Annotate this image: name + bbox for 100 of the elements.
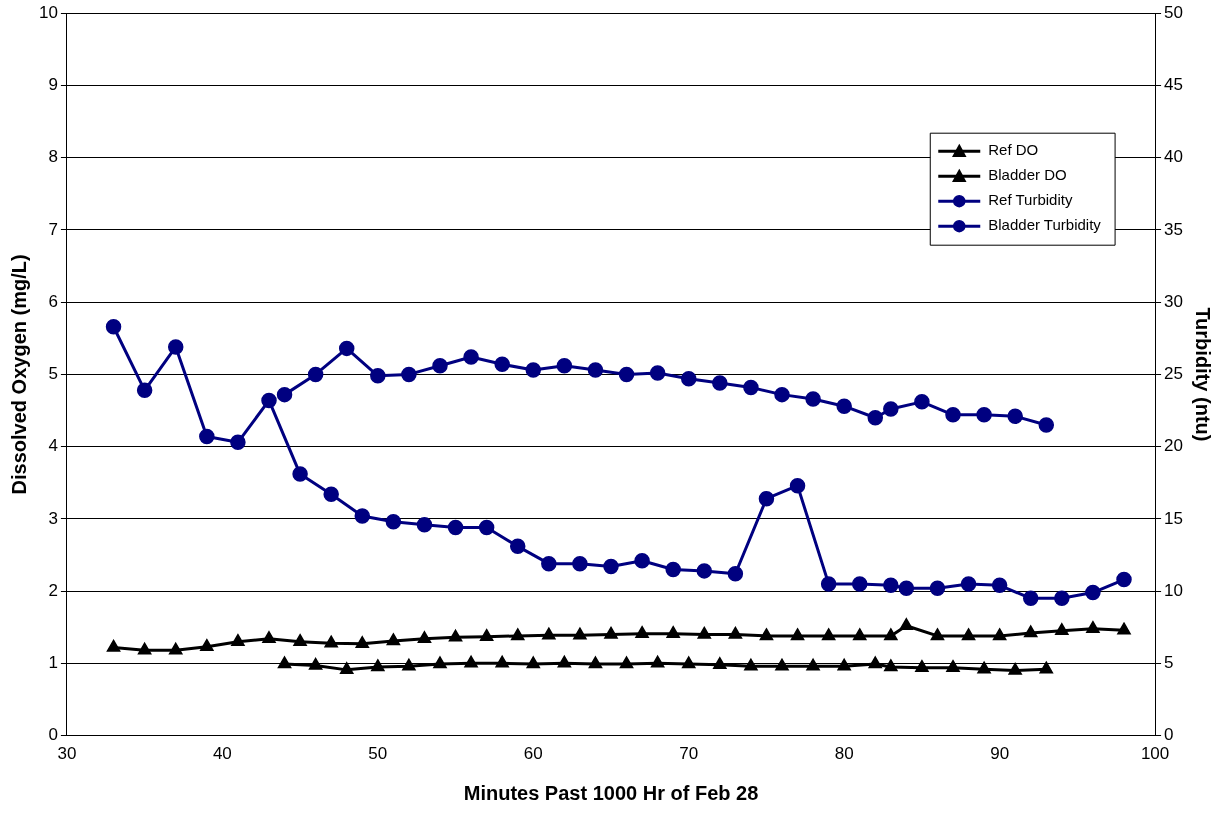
point [167, 339, 184, 355]
point [478, 519, 495, 536]
x-tick-label: 50 [368, 744, 388, 764]
point [1007, 408, 1023, 425]
y2-tick-label: 45 [1164, 75, 1184, 95]
point [1055, 623, 1069, 636]
point [494, 356, 510, 373]
point [992, 628, 1007, 641]
point [557, 655, 572, 668]
point [650, 655, 665, 668]
point [991, 577, 1008, 594]
point [680, 370, 697, 387]
point [604, 626, 618, 639]
point [432, 357, 448, 374]
point [386, 633, 401, 646]
y-tick-label: 8 [48, 147, 58, 167]
y-tick-label: 9 [48, 75, 58, 95]
point [837, 658, 851, 671]
point [806, 658, 820, 671]
point [1023, 625, 1038, 638]
point [200, 639, 214, 651]
point [464, 655, 478, 668]
point [293, 633, 307, 646]
point [588, 656, 603, 669]
y-tick-label: 2 [48, 580, 58, 600]
point [883, 401, 899, 417]
y2-tick-label: 40 [1164, 147, 1184, 167]
point [542, 627, 556, 640]
y2-tick-label: 35 [1164, 219, 1184, 239]
point [292, 466, 308, 482]
point [728, 626, 743, 639]
point [370, 368, 386, 384]
point [976, 407, 992, 423]
point [898, 580, 915, 596]
point [603, 558, 619, 575]
y-tick-label: 7 [48, 219, 58, 239]
y-tick-label: 6 [48, 291, 58, 311]
point [587, 362, 604, 378]
legend-label: Ref Turbidity [988, 191, 1073, 209]
point [635, 625, 649, 638]
point [665, 561, 681, 578]
point [1116, 571, 1132, 588]
point [556, 357, 573, 374]
y-tick-label: 3 [48, 508, 58, 528]
x-tick-label: 70 [679, 744, 699, 764]
point [401, 366, 417, 383]
point [914, 394, 930, 410]
point [137, 642, 152, 655]
point [572, 555, 588, 572]
point [619, 656, 634, 669]
y-tick-label: 4 [48, 436, 58, 456]
point [541, 555, 557, 572]
point [448, 629, 463, 642]
point [790, 628, 805, 641]
point [666, 625, 680, 638]
point [1022, 590, 1039, 607]
x-tick-label: 80 [834, 744, 854, 764]
point [307, 366, 324, 383]
point [727, 566, 744, 582]
point [105, 318, 122, 335]
point [649, 365, 666, 381]
y-tick-label: 5 [48, 364, 58, 384]
y2-tick-label: 30 [1164, 291, 1184, 311]
point [697, 626, 712, 639]
y2-axis-title: Turbidity (ntu) [1192, 307, 1215, 442]
x-tick-label: 90 [990, 744, 1010, 764]
point [354, 508, 371, 524]
point [323, 486, 339, 503]
point [1039, 661, 1054, 674]
legend-label: Ref DO [988, 141, 1039, 159]
y-tick-label: 1 [48, 653, 58, 673]
point [634, 553, 650, 569]
x-tick-label: 40 [212, 744, 232, 764]
y-tick-label: 10 [38, 2, 58, 22]
point [852, 628, 867, 641]
point [261, 392, 277, 409]
y-axis-title: Dissolved Oxygen (mg/L) [7, 254, 30, 495]
point [385, 514, 402, 530]
point [758, 490, 775, 507]
point [526, 656, 541, 669]
point [743, 379, 759, 396]
point [696, 563, 713, 579]
point [774, 386, 790, 403]
point [573, 627, 587, 640]
legend-label: Bladder DO [988, 166, 1067, 184]
point [945, 407, 961, 423]
point [977, 661, 991, 674]
point [1086, 620, 1100, 633]
point [509, 538, 526, 555]
y2-tick-label: 10 [1164, 580, 1184, 600]
point [1038, 417, 1055, 433]
point [884, 659, 898, 672]
point [868, 656, 883, 669]
legend-label: Bladder Turbidity [988, 216, 1102, 234]
point [1085, 584, 1101, 601]
x-tick-label: 30 [57, 744, 77, 764]
point [339, 662, 354, 675]
point [961, 628, 976, 641]
point [433, 656, 447, 669]
point [231, 633, 245, 646]
